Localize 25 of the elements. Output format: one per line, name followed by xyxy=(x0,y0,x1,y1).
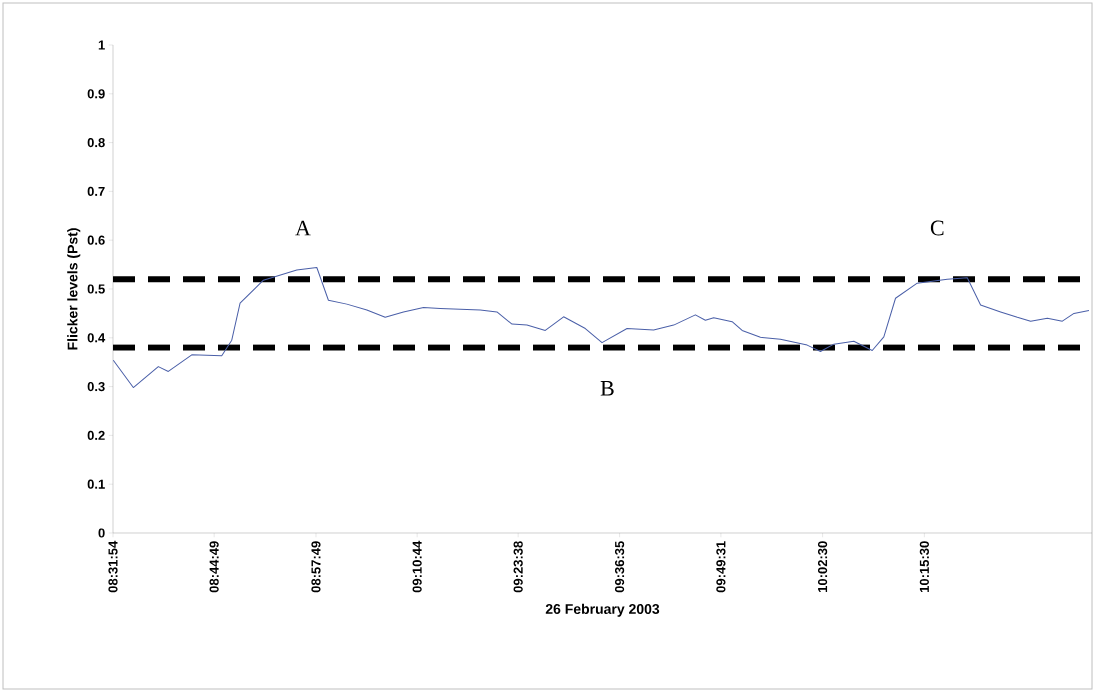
x-tick-label: 10:02:30 xyxy=(817,541,828,593)
y-tick-label: 0.3 xyxy=(87,381,105,392)
y-tick-label: 1 xyxy=(98,40,105,50)
ref-line-label: B xyxy=(600,381,614,396)
x-tick-label: 09:10:44 xyxy=(412,540,422,593)
annotation: A xyxy=(295,220,311,236)
y-tick-label: 0.8 xyxy=(87,137,105,148)
x-tick-label: 09:36:35 xyxy=(614,541,625,593)
x-axis-title: 26 February 2003 xyxy=(545,603,660,617)
x-tick-label: 10:15:30 xyxy=(919,541,929,593)
x-tick-label: 08:31:54 xyxy=(108,540,118,593)
y-tick-label: 0.7 xyxy=(87,186,105,196)
annotation: C xyxy=(930,220,944,236)
y-tick-label: 0.2 xyxy=(87,430,105,440)
x-tick-label: 08:44:49 xyxy=(209,541,219,593)
x-tick-label: 09:49:31 xyxy=(716,541,726,593)
y-tick-label: 0.5 xyxy=(87,284,105,294)
y-tick-label: 0.4 xyxy=(87,333,106,343)
y-tick-label: 0.6 xyxy=(87,235,105,245)
x-tick-label: 08:57:49 xyxy=(311,541,321,593)
y-tick-label: 0.9 xyxy=(87,89,105,99)
x-tick-label: 09:23:38 xyxy=(513,541,523,593)
y-tick-label: 0 xyxy=(98,528,105,538)
y-tick-label: 0.1 xyxy=(87,479,105,489)
y-axis-title: Flicker levels (Pst) xyxy=(67,228,81,350)
